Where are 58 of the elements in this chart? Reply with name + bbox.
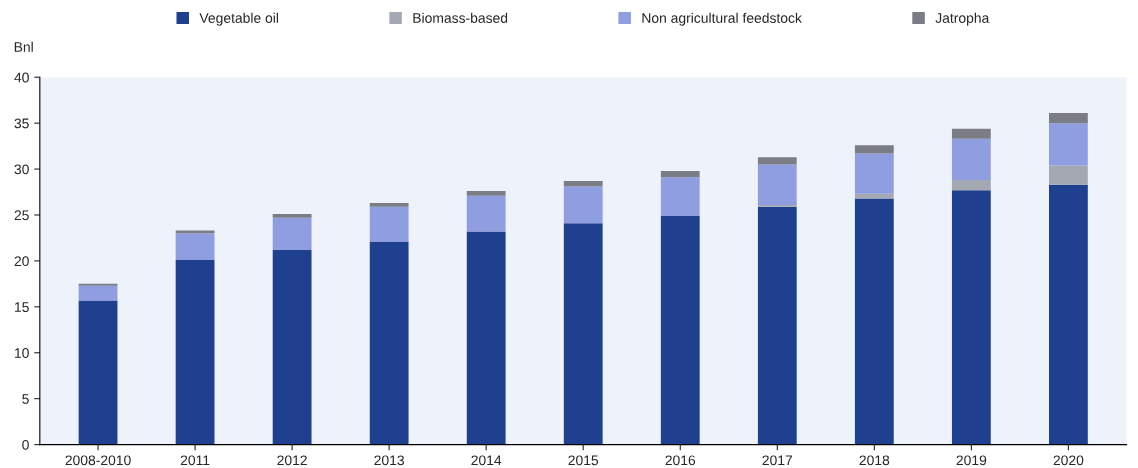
bar: [1048, 165, 1088, 185]
bar: [854, 145, 894, 154]
bar: [660, 177, 700, 216]
bar: [563, 181, 603, 187]
bar: [951, 128, 991, 139]
bar: [1048, 123, 1088, 166]
bar: [854, 198, 894, 445]
bar: [660, 170, 700, 178]
bar: [563, 186, 603, 224]
bar: [369, 203, 409, 207]
x-tick-label: 2008-2010: [65, 455, 131, 466]
bar: [757, 157, 797, 165]
y-tick-label: 35: [14, 118, 29, 129]
x-tick-label: 2017: [762, 455, 793, 466]
legend-label: Jatropha: [935, 12, 990, 26]
y-tick-label: 15: [15, 302, 29, 312]
x-tick-label: 2015: [568, 455, 599, 466]
x-tick-label: 2020: [1053, 455, 1084, 466]
bar: [272, 217, 312, 250]
y-tick-label: 40: [14, 72, 29, 83]
bar: [1048, 113, 1088, 124]
bar: [563, 223, 603, 445]
y-tick-label: 10: [15, 348, 29, 358]
bar: [369, 206, 409, 242]
legend-label: Non agricultural feedstock: [642, 12, 802, 26]
bar: [466, 231, 506, 445]
x-tick-label: 2011: [180, 455, 210, 466]
x-tick-label: 2012: [277, 455, 307, 466]
bar: [78, 285, 118, 301]
bar: [757, 206, 797, 445]
x-tick-label: 2013: [374, 455, 404, 466]
bar: [78, 300, 118, 445]
y-axis-title: Bnl: [14, 41, 33, 52]
bar: [854, 153, 894, 194]
bar: [175, 259, 215, 445]
bar: [369, 241, 409, 445]
legend-label: Vegetable oil: [199, 12, 279, 26]
bar: [175, 233, 215, 260]
x-tick-label: 2016: [665, 455, 696, 466]
bar: [1048, 184, 1088, 445]
y-tick-label: 20: [14, 256, 29, 267]
bar: [951, 138, 991, 181]
y-tick-label: 0: [22, 439, 29, 450]
bar: [951, 180, 991, 191]
bar: [272, 214, 312, 218]
x-tick-label: 2018: [859, 455, 890, 466]
bar: [660, 215, 700, 445]
x-tick-label: 2014: [471, 455, 502, 466]
bar: [466, 195, 506, 232]
y-tick-label: 30: [14, 164, 29, 175]
bar: [951, 190, 991, 445]
y-tick-label: 5: [22, 394, 29, 404]
y-tick-label: 25: [14, 210, 29, 221]
legend-label: Biomass-based: [413, 12, 508, 23]
x-tick-label: 2019: [956, 455, 987, 466]
bar: [466, 191, 506, 196]
bar: [757, 164, 797, 205]
bar: [272, 249, 312, 445]
